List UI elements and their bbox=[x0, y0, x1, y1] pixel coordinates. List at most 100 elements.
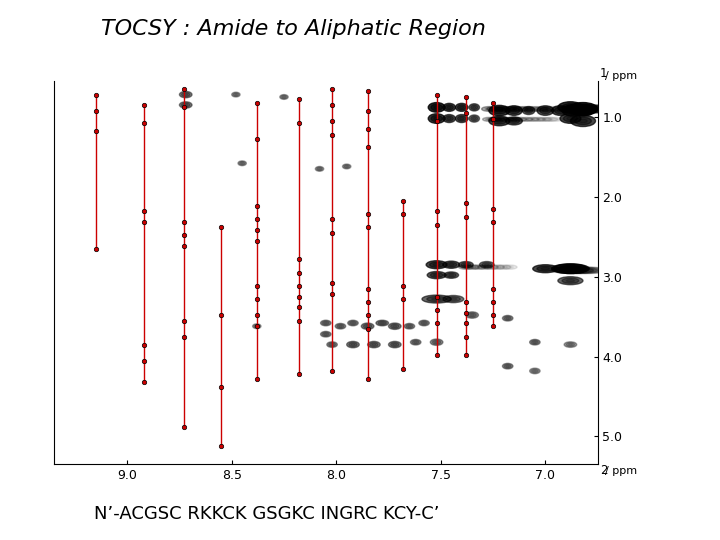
Ellipse shape bbox=[471, 116, 478, 121]
Ellipse shape bbox=[408, 325, 411, 327]
Ellipse shape bbox=[514, 118, 522, 120]
Ellipse shape bbox=[380, 322, 384, 324]
Ellipse shape bbox=[410, 340, 421, 345]
Ellipse shape bbox=[482, 117, 495, 122]
Ellipse shape bbox=[519, 106, 541, 111]
Ellipse shape bbox=[347, 341, 359, 348]
Ellipse shape bbox=[564, 116, 577, 122]
Text: 1: 1 bbox=[600, 67, 607, 80]
Ellipse shape bbox=[504, 364, 511, 368]
Ellipse shape bbox=[389, 341, 401, 348]
Ellipse shape bbox=[536, 108, 548, 110]
Ellipse shape bbox=[533, 370, 536, 372]
Ellipse shape bbox=[584, 107, 603, 111]
Ellipse shape bbox=[503, 118, 510, 120]
Ellipse shape bbox=[469, 115, 480, 122]
Ellipse shape bbox=[320, 320, 331, 326]
Ellipse shape bbox=[552, 264, 589, 273]
Ellipse shape bbox=[575, 105, 612, 113]
Ellipse shape bbox=[541, 267, 549, 270]
Ellipse shape bbox=[557, 109, 563, 112]
Ellipse shape bbox=[468, 313, 477, 317]
Ellipse shape bbox=[462, 266, 469, 268]
Ellipse shape bbox=[589, 107, 608, 111]
Ellipse shape bbox=[500, 266, 507, 268]
Ellipse shape bbox=[564, 342, 577, 347]
Ellipse shape bbox=[533, 341, 536, 343]
Ellipse shape bbox=[562, 269, 583, 272]
Ellipse shape bbox=[499, 117, 514, 122]
Ellipse shape bbox=[378, 321, 387, 325]
Ellipse shape bbox=[529, 106, 554, 111]
Ellipse shape bbox=[344, 165, 349, 168]
Ellipse shape bbox=[576, 107, 590, 114]
Ellipse shape bbox=[240, 163, 243, 164]
Ellipse shape bbox=[431, 273, 443, 278]
Ellipse shape bbox=[361, 323, 374, 329]
Ellipse shape bbox=[474, 266, 482, 268]
Ellipse shape bbox=[430, 262, 444, 267]
Ellipse shape bbox=[457, 116, 466, 121]
Text: 2: 2 bbox=[600, 464, 607, 477]
Ellipse shape bbox=[482, 262, 492, 267]
Ellipse shape bbox=[179, 102, 192, 108]
Ellipse shape bbox=[433, 274, 440, 276]
Ellipse shape bbox=[511, 109, 517, 112]
Ellipse shape bbox=[431, 339, 443, 346]
Ellipse shape bbox=[420, 321, 428, 325]
Ellipse shape bbox=[497, 118, 504, 120]
Ellipse shape bbox=[449, 274, 454, 276]
Ellipse shape bbox=[568, 103, 598, 116]
Ellipse shape bbox=[389, 323, 401, 329]
Ellipse shape bbox=[337, 325, 344, 328]
Ellipse shape bbox=[540, 107, 551, 114]
Ellipse shape bbox=[540, 106, 567, 111]
Ellipse shape bbox=[543, 109, 548, 112]
Ellipse shape bbox=[450, 298, 456, 300]
Ellipse shape bbox=[471, 105, 478, 110]
Ellipse shape bbox=[348, 342, 357, 347]
Ellipse shape bbox=[554, 107, 565, 114]
Ellipse shape bbox=[503, 363, 513, 369]
Ellipse shape bbox=[446, 262, 456, 267]
Ellipse shape bbox=[472, 106, 476, 109]
Ellipse shape bbox=[492, 118, 506, 124]
Ellipse shape bbox=[531, 340, 539, 344]
Ellipse shape bbox=[459, 261, 473, 268]
Ellipse shape bbox=[580, 107, 587, 111]
Ellipse shape bbox=[524, 108, 533, 113]
Ellipse shape bbox=[392, 325, 397, 327]
Ellipse shape bbox=[508, 118, 520, 124]
Ellipse shape bbox=[562, 105, 583, 116]
Ellipse shape bbox=[465, 265, 480, 269]
Ellipse shape bbox=[530, 340, 540, 345]
Ellipse shape bbox=[510, 117, 526, 122]
Ellipse shape bbox=[447, 106, 451, 109]
Ellipse shape bbox=[526, 118, 534, 120]
Ellipse shape bbox=[445, 105, 454, 110]
Ellipse shape bbox=[503, 106, 522, 111]
Ellipse shape bbox=[447, 117, 451, 120]
Ellipse shape bbox=[492, 106, 509, 111]
Ellipse shape bbox=[568, 343, 572, 346]
Ellipse shape bbox=[489, 105, 510, 116]
Ellipse shape bbox=[572, 105, 593, 116]
Ellipse shape bbox=[579, 269, 600, 272]
Ellipse shape bbox=[477, 265, 492, 269]
Ellipse shape bbox=[487, 266, 495, 268]
Ellipse shape bbox=[280, 94, 288, 99]
Text: / ppm: / ppm bbox=[605, 466, 637, 476]
Ellipse shape bbox=[559, 266, 582, 272]
Ellipse shape bbox=[485, 264, 489, 266]
Ellipse shape bbox=[491, 108, 499, 110]
Ellipse shape bbox=[575, 117, 591, 125]
Ellipse shape bbox=[566, 279, 575, 282]
Ellipse shape bbox=[576, 106, 590, 112]
Ellipse shape bbox=[324, 333, 328, 335]
Ellipse shape bbox=[554, 264, 587, 273]
Ellipse shape bbox=[457, 105, 466, 110]
Ellipse shape bbox=[558, 276, 583, 285]
Ellipse shape bbox=[564, 105, 602, 113]
Ellipse shape bbox=[513, 108, 523, 110]
Ellipse shape bbox=[480, 261, 494, 268]
